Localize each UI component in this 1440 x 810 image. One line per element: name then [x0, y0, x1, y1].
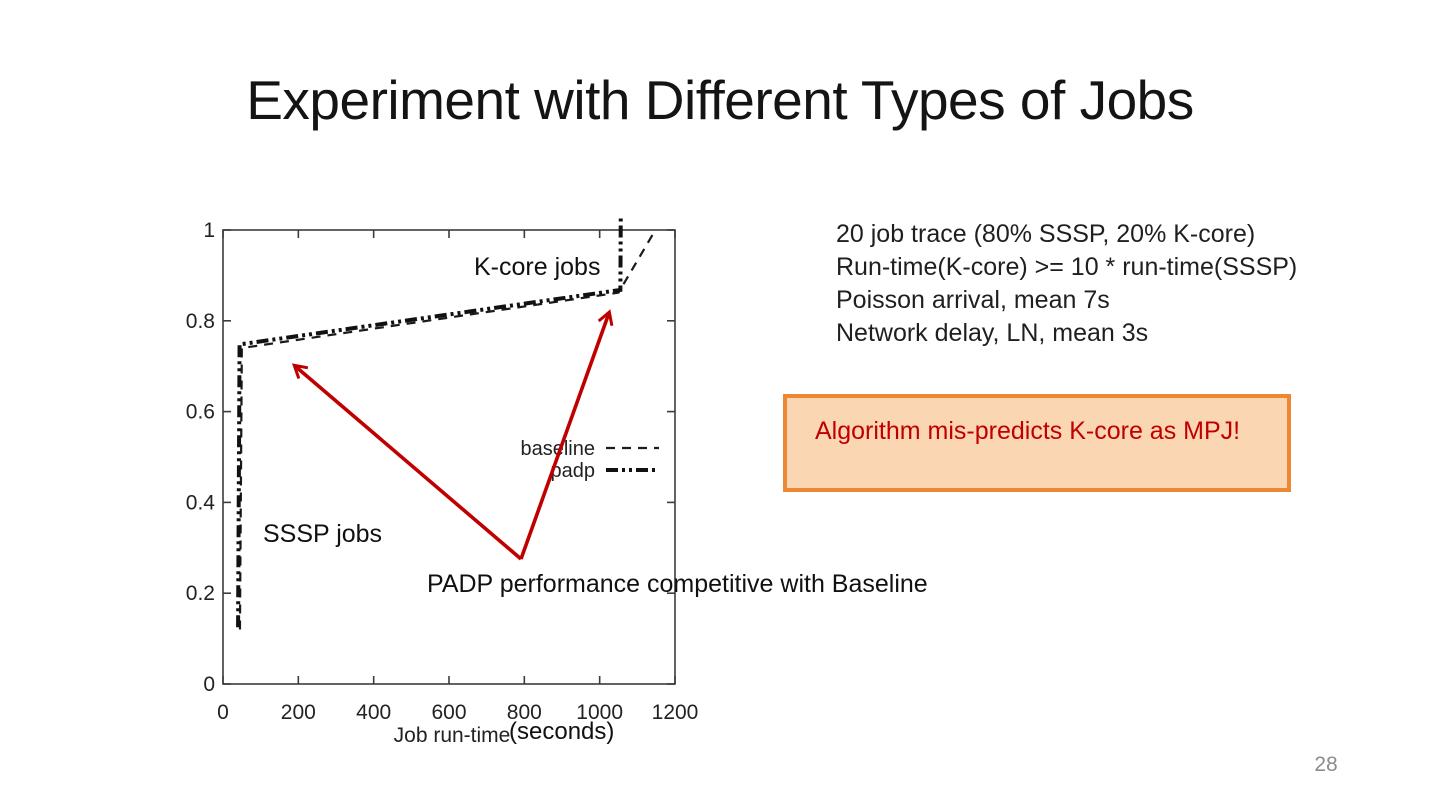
x-tick-label: 1200 [652, 701, 699, 724]
x-tick-label: 400 [356, 701, 391, 724]
slide-title: Experiment with Different Types of Jobs [246, 69, 1194, 131]
plot-border [222, 229, 676, 685]
experiment-info-block: 20 job trace (80% SSSP, 20% K-core) Run-… [836, 218, 1297, 350]
legend-label-padp: padp [551, 460, 596, 482]
x-tick-label: 0 [217, 701, 229, 724]
y-tick-label: 0.6 [186, 401, 215, 424]
padp-note-label: PADP performance competitive with Baseli… [427, 570, 928, 598]
cdf-chart: 0 200 400 600 800 1000 1200 0 0.2 0.4 0.6 0.8 1 Job r… [186, 217, 699, 747]
kcore-jobs-label: K-core jobs [474, 253, 601, 281]
y-tick-label: 0.2 [186, 582, 215, 605]
info-line: Poisson arrival, mean 7s [836, 286, 1110, 314]
series-baseline [238, 229, 657, 630]
legend-label-baseline: baseline [520, 438, 595, 460]
info-line: Run-time(K-core) >= 10 * run-time(SSSP) [836, 253, 1298, 281]
sssp-jobs-label: SSSP jobs [263, 520, 383, 548]
y-tick-label: 0.8 [186, 310, 215, 333]
page-number: 28 [1314, 753, 1338, 776]
info-line: 20 job trace (80% SSSP, 20% K-core) [836, 220, 1256, 248]
mispredict-callout-box: Algorithm mis-predicts K-core as MPJ! [783, 394, 1291, 492]
seconds-unit-label: (seconds) [509, 718, 615, 745]
x-tick-label: 800 [507, 701, 542, 724]
series-padp [236, 217, 623, 628]
info-line: Network delay, LN, mean 3s [836, 319, 1149, 347]
x-tick-label: 1000 [576, 701, 623, 724]
y-tick-label: 0.4 [186, 491, 216, 514]
y-tick-label: 1 [203, 219, 215, 242]
mispredict-callout-text: Algorithm mis-predicts K-core as MPJ! [815, 417, 1241, 445]
y-tick-label: 0 [203, 673, 215, 696]
x-tick-label: 200 [281, 701, 316, 724]
x-axis-label: Job run-time [394, 724, 511, 747]
x-tick-label: 600 [431, 701, 466, 724]
